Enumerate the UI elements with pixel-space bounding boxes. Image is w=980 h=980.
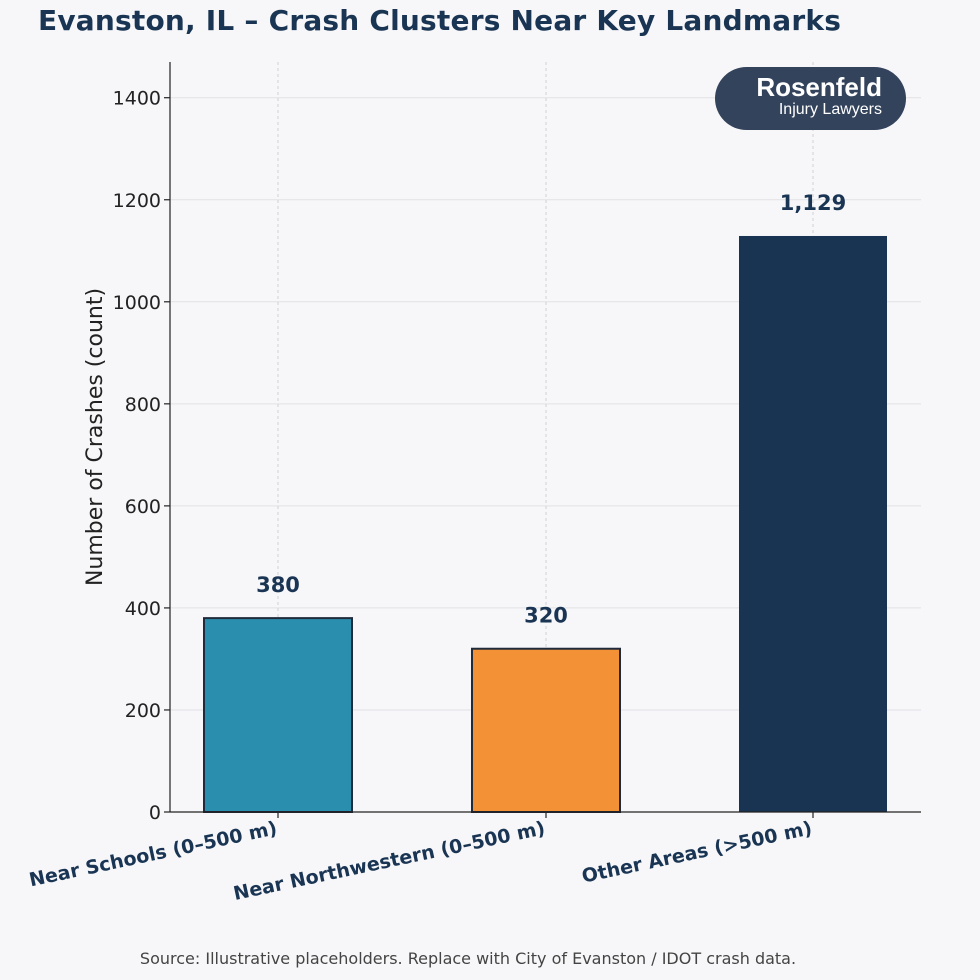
y-tick-label: 1200 [113, 190, 161, 212]
y-tick-label: 200 [125, 700, 161, 722]
y-tick-label: 1400 [113, 88, 161, 110]
y-tick-label: 800 [125, 394, 161, 416]
y-axis-label: Number of Crashes (count) [83, 288, 108, 586]
logo-name: Rosenfeld [756, 72, 882, 102]
bar [471, 647, 621, 813]
bar [739, 235, 887, 812]
logo-tagline: Injury Lawyers [778, 101, 882, 118]
x-tick-label: Near Schools (0–500 m) [27, 817, 279, 891]
bar-value-label: 1,129 [780, 191, 846, 215]
x-tick-label: Near Northwestern (0–500 m) [231, 817, 547, 905]
y-tick-label: 1000 [113, 292, 161, 314]
bar-value-label: 320 [524, 604, 568, 628]
bar-value-label: 380 [256, 573, 300, 597]
chart-title: Evanston, IL – Crash Clusters Near Key L… [38, 4, 842, 37]
y-tick-label: 0 [149, 802, 161, 824]
source-note: Source: Illustrative placeholders. Repla… [139, 949, 797, 968]
y-tick-label: 400 [125, 598, 161, 620]
brand-logo: Rosenfeld Injury Lawyers [715, 67, 906, 130]
bar [203, 617, 353, 813]
x-tick-label: Other Areas (>500 m) [580, 817, 814, 887]
y-tick-label: 600 [125, 496, 161, 518]
